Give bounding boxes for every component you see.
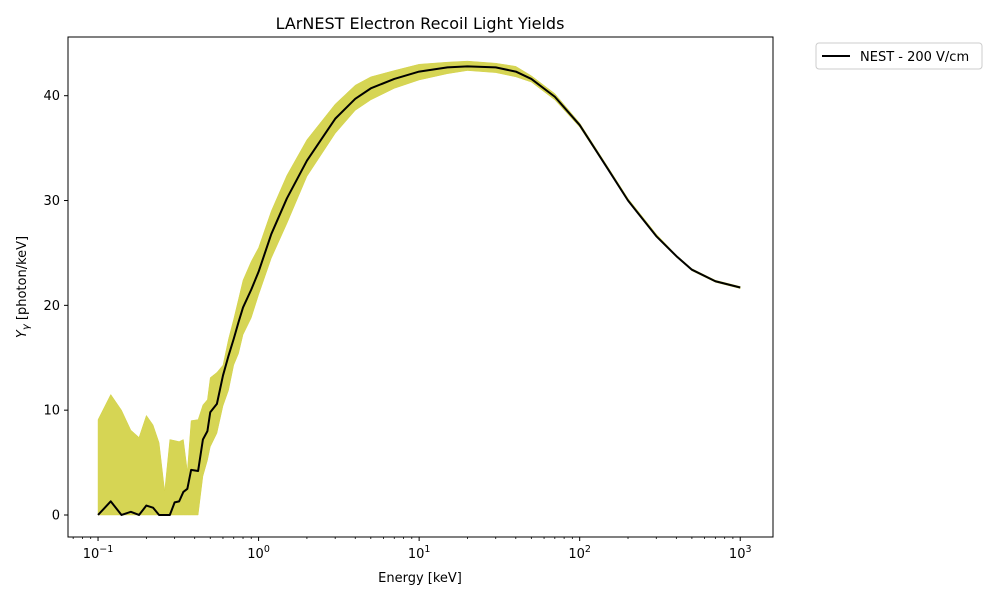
y-tick-label: 10 <box>43 404 60 419</box>
series-0-line <box>97 65 741 516</box>
plot-area <box>67 36 774 538</box>
series-0-uncertainty-band <box>97 60 741 516</box>
y-tick-label: 20 <box>43 299 60 314</box>
x-axis-label: Energy [keV] <box>378 571 462 586</box>
y-tick-label: 0 <box>52 508 60 523</box>
x-tick-label: 103 <box>729 544 752 562</box>
legend-label: NEST - 200 V/cm <box>860 50 969 65</box>
x-tick-label: 10−1 <box>83 544 114 562</box>
y-tick-label: 40 <box>43 89 60 104</box>
chart-title: LArNEST Electron Recoil Light Yields <box>276 14 565 33</box>
y-axis: 0 10 20 30 40 <box>43 89 68 523</box>
x-tick-label: 100 <box>247 544 270 562</box>
legend: NEST - 200 V/cm <box>815 42 983 70</box>
x-tick-label: 102 <box>568 544 591 562</box>
y-tick-label: 30 <box>43 194 60 209</box>
x-tick-label: 101 <box>408 544 431 562</box>
x-axis: 10−1 100 101 102 103 <box>72 537 752 562</box>
legend-frame <box>815 42 983 70</box>
y-axis-label: Yγ [photon/keV] <box>15 236 32 338</box>
plot-frame <box>67 36 774 538</box>
